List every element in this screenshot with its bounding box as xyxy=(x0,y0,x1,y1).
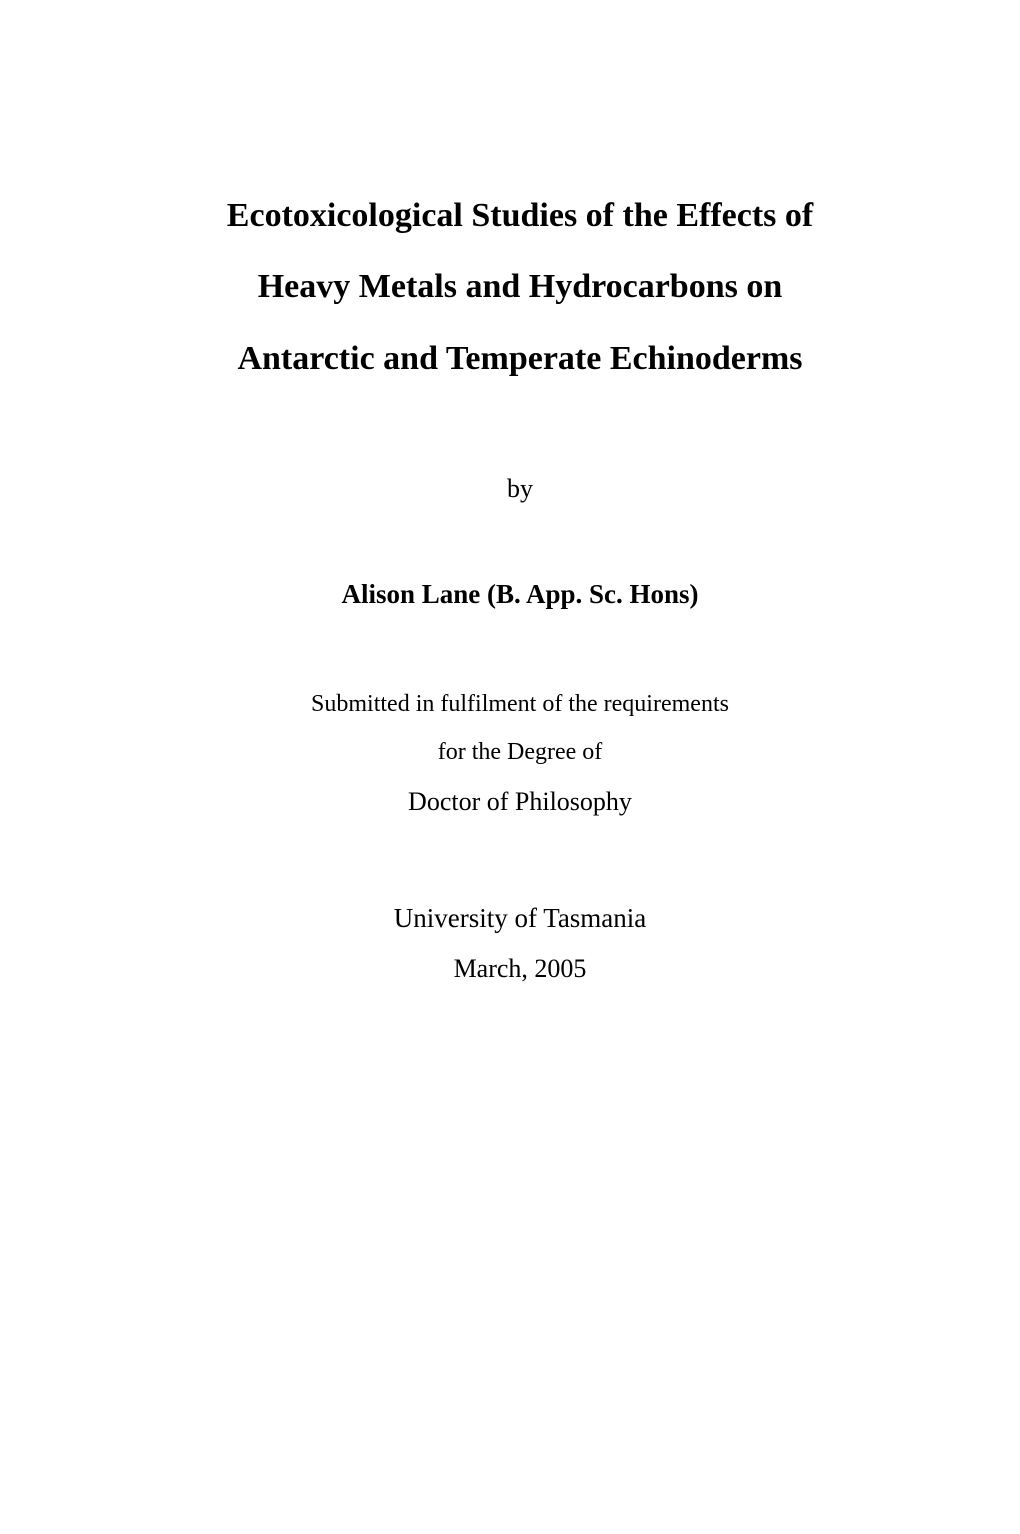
by-label: by xyxy=(140,474,900,504)
title-line-3: Antarctic and Temperate Echinoderms xyxy=(140,323,900,394)
degree-name: Doctor of Philosophy xyxy=(140,776,900,828)
institution-block: University of Tasmania March, 2005 xyxy=(140,893,900,994)
submission-statement: Submitted in fulfilment of the requireme… xyxy=(140,680,900,828)
author-name: Alison Lane (B. App. Sc. Hons) xyxy=(140,579,900,610)
university-name: University of Tasmania xyxy=(140,893,900,944)
thesis-title-block: Ecotoxicological Studies of the Effects … xyxy=(140,180,900,394)
submission-line-1: Submitted in fulfilment of the requireme… xyxy=(140,680,900,728)
submission-date: March, 2005 xyxy=(140,944,900,993)
title-page: Ecotoxicological Studies of the Effects … xyxy=(0,0,1020,1094)
title-line-2: Heavy Metals and Hydrocarbons on xyxy=(140,251,900,322)
submission-line-2: for the Degree of xyxy=(140,728,900,776)
title-line-1: Ecotoxicological Studies of the Effects … xyxy=(140,180,900,251)
